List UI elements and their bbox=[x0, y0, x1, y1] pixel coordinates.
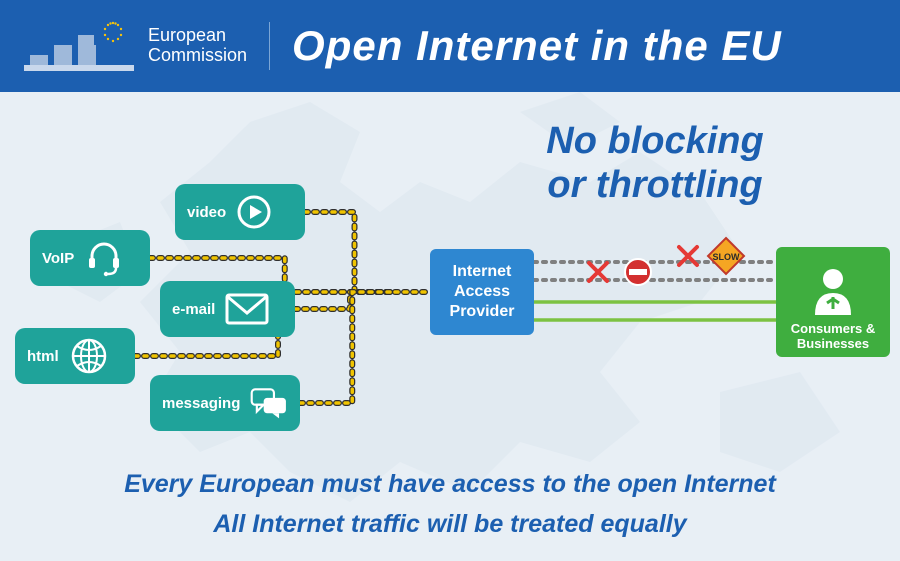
consumers-box: Consumers & Businesses bbox=[776, 247, 890, 357]
subtitle: No blocking or throttling bbox=[430, 120, 880, 207]
no-entry-icon bbox=[622, 256, 654, 288]
service-html: html bbox=[15, 328, 135, 384]
subtitle-line1: No blocking bbox=[430, 120, 880, 164]
person-icon bbox=[803, 263, 863, 321]
subtitle-line2: or throttling bbox=[430, 164, 880, 208]
ec-logo: European Commission bbox=[24, 15, 247, 77]
header-title: Open Internet in the EU bbox=[292, 22, 782, 70]
headset-icon bbox=[84, 238, 124, 278]
ec-flag-icon bbox=[24, 15, 134, 77]
service-video: video bbox=[175, 184, 305, 240]
x-mark-icon bbox=[676, 244, 700, 268]
service-email-label: e-mail bbox=[172, 301, 215, 318]
bottom-line1: Every European must have access to the o… bbox=[0, 470, 900, 499]
service-html-label: html bbox=[27, 348, 59, 365]
consumers-line1: Consumers & bbox=[791, 321, 876, 336]
svg-text:SLOW: SLOW bbox=[713, 252, 741, 262]
bottom-line2: All Internet traffic will be treated equ… bbox=[0, 510, 900, 539]
service-video-label: video bbox=[187, 204, 226, 221]
play-icon bbox=[236, 194, 272, 230]
ec-name-line2: Commission bbox=[148, 46, 247, 66]
iap-line1: Internet bbox=[450, 262, 515, 282]
globe-icon bbox=[69, 336, 109, 376]
x-mark-icon bbox=[586, 260, 610, 284]
envelope-icon bbox=[225, 293, 269, 325]
consumers-line2: Businesses bbox=[797, 336, 869, 351]
ec-name: European Commission bbox=[148, 26, 247, 66]
chat-icon bbox=[250, 385, 288, 421]
service-messaging: messaging bbox=[150, 375, 300, 431]
service-email: e-mail bbox=[160, 281, 295, 337]
iap-line2: Access bbox=[450, 282, 515, 302]
ec-name-line1: European bbox=[148, 26, 247, 46]
iap-box: Internet Access Provider bbox=[430, 249, 534, 335]
iap-line3: Provider bbox=[450, 302, 515, 322]
slow-sign-icon: SLOW bbox=[706, 236, 746, 276]
header-bar: European Commission Open Internet in the… bbox=[0, 0, 900, 92]
service-voip-label: VoIP bbox=[42, 250, 74, 267]
service-voip: VoIP bbox=[30, 230, 150, 286]
infographic-canvas: European Commission Open Internet in the… bbox=[0, 0, 900, 561]
header-separator bbox=[269, 22, 270, 70]
service-msg-label: messaging bbox=[162, 395, 240, 412]
